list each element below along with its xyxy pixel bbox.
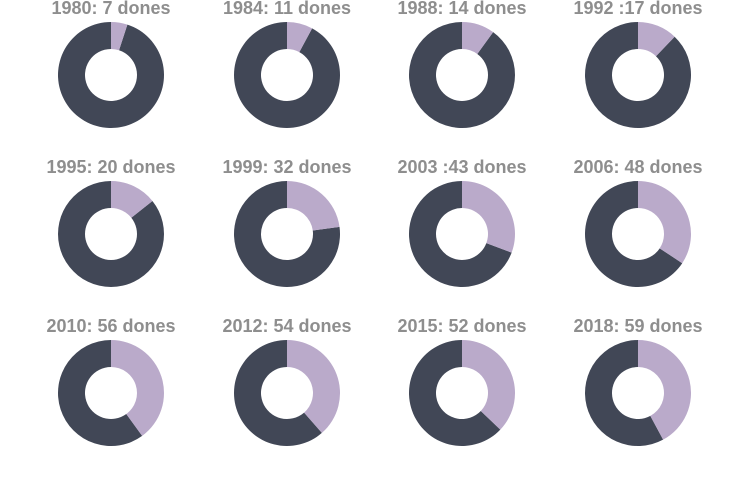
donut-panel: 1980: 7 dones (23, 0, 199, 160)
donut-chart (585, 181, 691, 287)
donut-chart (234, 22, 340, 128)
donut-chart (409, 181, 515, 287)
donut-panel: 1999: 32 dones (199, 157, 375, 319)
donut-panel: 2012: 54 dones (199, 316, 375, 478)
donut-chart (585, 340, 691, 446)
rest-slice (409, 22, 515, 128)
panel-label: 2010: 56 dones (46, 316, 176, 336)
rest-slice (58, 22, 164, 128)
dones-slice (287, 340, 340, 433)
dones-slice (111, 22, 128, 51)
rest-slice (585, 22, 691, 128)
donut-chart (58, 22, 164, 128)
rest-slice (58, 181, 164, 287)
donut-panel: 2018: 59 dones (550, 316, 726, 478)
dones-slice (111, 340, 164, 436)
donut-chart (58, 340, 164, 446)
donut-grid: 1980: 7 dones 1984: 11 dones 1988: 14 done… (23, 0, 726, 446)
panel-label: 2003 :43 dones (397, 157, 527, 177)
donut-chart (409, 340, 515, 446)
panel-label: 1992 :17 dones (573, 0, 703, 18)
panel-label: 2012: 54 dones (222, 316, 352, 336)
rest-slice (585, 181, 683, 287)
donut-panel: 2010: 56 dones (23, 316, 199, 478)
panel-label: 1984: 11 dones (222, 0, 352, 18)
rest-slice (585, 340, 664, 446)
donut-panel: 1984: 11 dones (199, 0, 375, 160)
dones-slice (462, 340, 515, 430)
panel-label: 1999: 32 dones (222, 157, 352, 177)
panel-label: 1980: 7 dones (51, 0, 171, 18)
donut-chart (234, 340, 340, 446)
panel-label: 2018: 59 dones (573, 316, 703, 336)
dones-slice (462, 181, 515, 253)
donut-panel: 2015: 52 dones (374, 316, 550, 478)
dones-slice (462, 22, 494, 54)
donut-chart (585, 22, 691, 128)
donut-panel: 1995: 20 dones (23, 157, 199, 319)
dones-slice (287, 22, 313, 53)
rest-slice (234, 181, 340, 287)
dones-slice (638, 340, 691, 440)
rest-slice (234, 340, 322, 446)
rest-slice (409, 181, 512, 287)
rest-slice (58, 340, 143, 446)
dones-slice (111, 181, 153, 218)
donut-panel: 2003 :43 dones (374, 157, 550, 319)
donut-chart (409, 22, 515, 128)
rest-slice (234, 22, 340, 128)
panel-label: 1995: 20 dones (46, 157, 176, 177)
panel-label: 1988: 14 dones (397, 0, 527, 18)
dones-slice (638, 181, 691, 264)
donut-panel: 1992 :17 dones (550, 0, 726, 160)
panel-label: 2015: 52 dones (397, 316, 527, 336)
panel-label: 2006: 48 dones (573, 157, 703, 177)
dones-slice (287, 181, 340, 231)
donut-panel: 1988: 14 dones (374, 0, 550, 160)
dones-slice (638, 22, 675, 57)
donut-chart (234, 181, 340, 287)
rest-slice (409, 340, 501, 446)
donut-panel: 2006: 48 dones (550, 157, 726, 319)
donut-chart (58, 181, 164, 287)
